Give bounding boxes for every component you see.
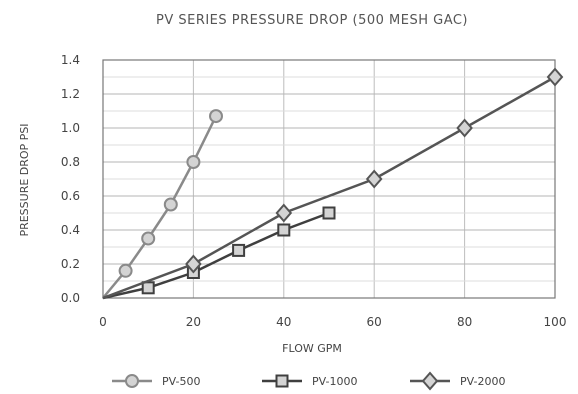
x-tick-label: 20 (186, 315, 201, 329)
data-point (456, 118, 473, 138)
plot-grid (102, 59, 556, 299)
data-point (118, 263, 133, 278)
legend-marker (275, 374, 289, 388)
y-tick-label: 0.6 (61, 189, 80, 203)
legend-item: PV-2000 (410, 371, 505, 391)
plot-area-border (102, 59, 556, 299)
series-layer (102, 67, 564, 300)
data-point (185, 254, 202, 274)
data-point (277, 223, 291, 237)
y-tick-label: 1.0 (61, 121, 80, 135)
legend: PV-500 PV-1000 PV-2000 (112, 371, 505, 391)
legend-label: PV-500 (162, 375, 200, 388)
series-pv-2000 (102, 67, 564, 300)
legend-label: PV-2000 (460, 375, 505, 388)
x-tick-label: 60 (367, 315, 382, 329)
y-tick-label: 1.4 (61, 53, 80, 67)
y-tick-label: 0.0 (61, 291, 80, 305)
y-tick-label: 0.4 (61, 223, 80, 237)
series-pv-500 (102, 109, 223, 299)
data-point (186, 155, 201, 169)
legend-marker (125, 374, 139, 388)
y-tick-label: 1.2 (61, 87, 80, 101)
x-tick-label: 0 (99, 315, 107, 329)
chart-title: PV SERIES PRESSURE DROP (500 MESH GAC) (156, 13, 468, 28)
data-point (275, 203, 293, 223)
data-point (322, 206, 336, 220)
data-point (141, 281, 155, 295)
y-tick-label: 0.2 (61, 257, 80, 271)
legend-marker (421, 371, 439, 391)
x-tick-label: 80 (457, 315, 472, 329)
legend-label: PV-1000 (312, 375, 357, 388)
data-point (232, 243, 246, 257)
legend-item: PV-1000 (262, 374, 357, 388)
x-axis-label: FLOW GPM (282, 342, 342, 355)
series-line (102, 211, 330, 300)
data-point (141, 231, 156, 246)
x-tick-label: 100 (544, 315, 567, 329)
x-tick-label: 40 (276, 315, 291, 329)
data-point (163, 197, 178, 212)
x-tick-labels: 0 20 40 60 80 100 (99, 315, 566, 329)
y-tick-label: 0.8 (61, 155, 80, 169)
legend-item: PV-500 (112, 374, 200, 388)
data-point (209, 109, 223, 124)
y-axis-label: PRESSURE DROP PSI (18, 123, 31, 236)
series-line (102, 75, 556, 300)
data-point (365, 169, 383, 189)
y-tick-labels: 0.0 0.2 0.4 0.6 0.8 1.0 1.2 1.4 (61, 53, 80, 305)
data-point (546, 67, 564, 87)
